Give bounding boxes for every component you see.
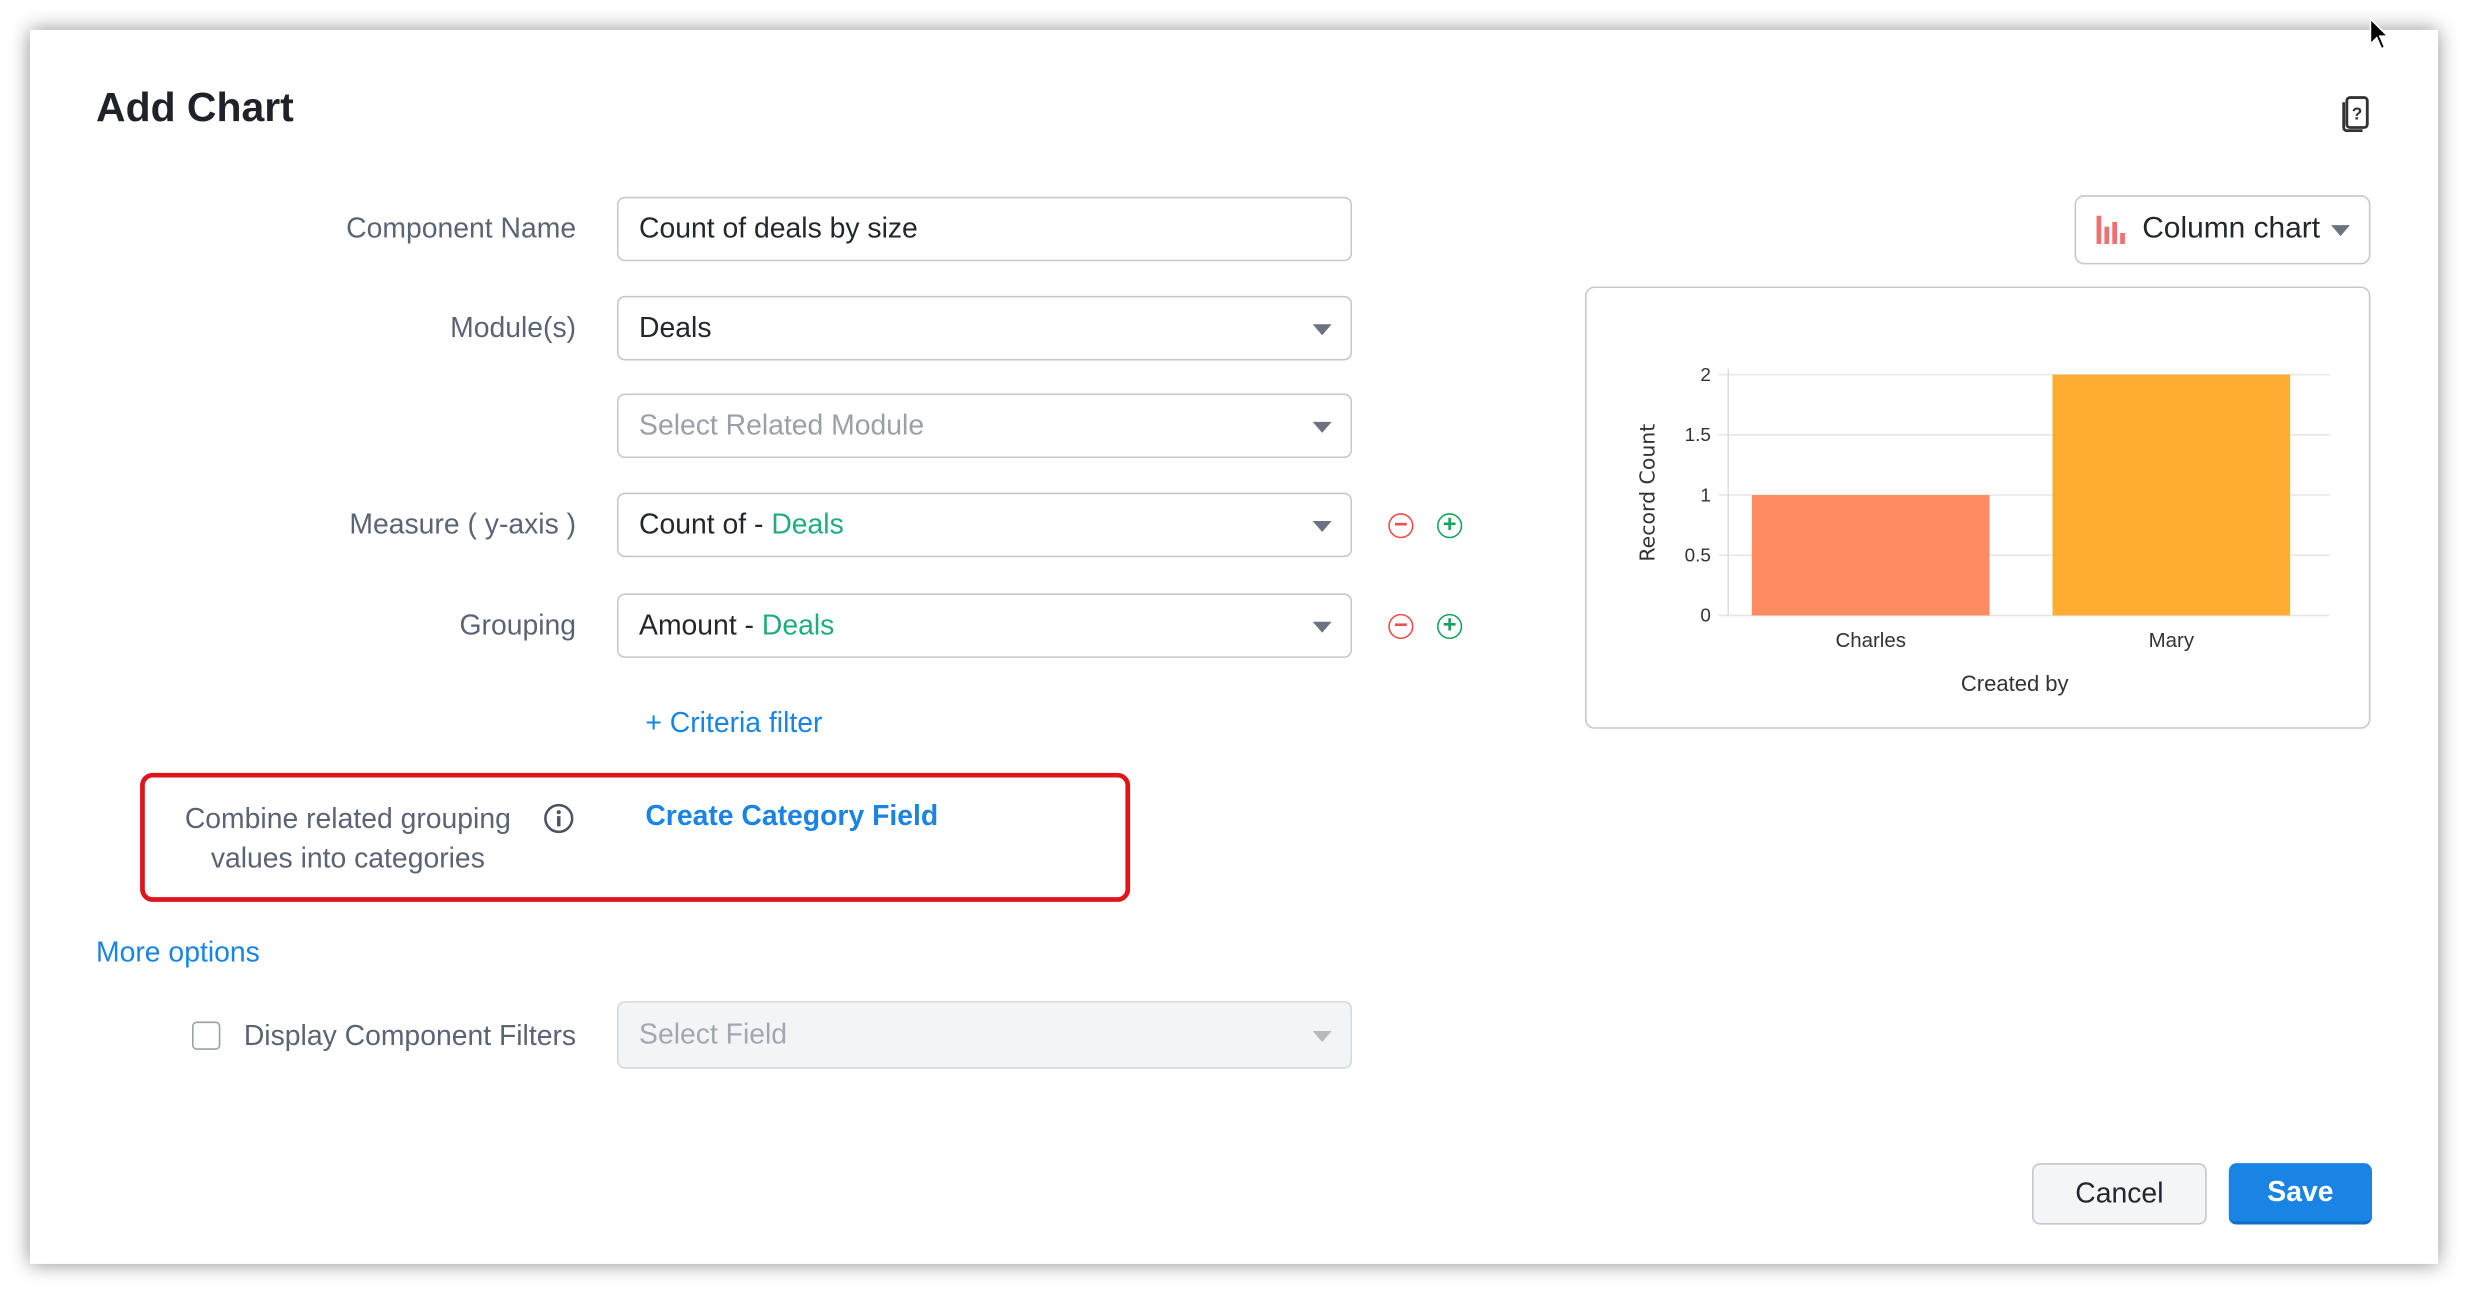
- related-module-placeholder: Select Related Module: [639, 409, 925, 441]
- remove-grouping-icon[interactable]: −: [1388, 613, 1414, 640]
- x-tick-label: Charles: [1835, 629, 1905, 652]
- add-measure-icon[interactable]: +: [1437, 513, 1463, 539]
- combine-label: Combine related grouping values into cat…: [157, 800, 538, 879]
- display-filters-checkbox[interactable]: [192, 1021, 221, 1050]
- add-grouping-icon[interactable]: +: [1437, 613, 1463, 640]
- criteria-filter-link[interactable]: + Criteria filter: [645, 706, 823, 739]
- info-icon[interactable]: [543, 803, 574, 834]
- chart-type-select[interactable]: Column chart: [2074, 195, 2371, 265]
- grouping-select[interactable]: Amount - Deals: [617, 593, 1353, 658]
- bar-charles: [1751, 495, 1990, 616]
- y-tick-label: 2: [1700, 365, 1711, 386]
- measure-select[interactable]: Count of - Deals: [617, 492, 1353, 558]
- modules-label: Module(s): [450, 311, 577, 344]
- combine-label-line2: values into categories: [210, 842, 485, 874]
- help-book-icon[interactable]: ?: [2341, 94, 2372, 133]
- column-chart-icon: [2096, 215, 2125, 244]
- highlight-box: [140, 772, 1131, 902]
- remove-measure-icon[interactable]: −: [1388, 513, 1414, 539]
- related-module-select[interactable]: Select Related Module: [617, 393, 1353, 459]
- chart-type-value: Column chart: [2142, 212, 2321, 246]
- chevron-down-icon: [1312, 1030, 1332, 1042]
- more-options-link[interactable]: More options: [96, 936, 260, 969]
- dialog-title: Add Chart: [96, 83, 294, 131]
- component-name-value: Count of deals by size: [639, 212, 918, 244]
- cancel-button[interactable]: Cancel: [2032, 1163, 2207, 1225]
- column-chart: 0 0.5 1 1.5 2 Charles Mary Created by Record Cou…: [1635, 365, 2330, 696]
- chevron-down-icon: [1312, 421, 1332, 433]
- x-axis-title: Created by: [1961, 671, 2069, 696]
- chevron-down-icon: [1312, 520, 1332, 533]
- display-filters-label: Display Component Filters: [243, 1019, 577, 1052]
- grouping-label: Grouping: [459, 609, 577, 641]
- create-category-field-link[interactable]: Create Category Field: [645, 799, 939, 832]
- grouping-module: Deals: [761, 609, 835, 641]
- chevron-down-icon: [1312, 324, 1332, 336]
- chevron-down-icon: [2331, 225, 2350, 237]
- measure-module: Deals: [771, 508, 844, 540]
- measure-prefix: Count of -: [639, 508, 772, 540]
- mouse-cursor-icon: [2369, 17, 2390, 50]
- select-field-placeholder: Select Field: [639, 1018, 788, 1050]
- modules-select[interactable]: Deals: [617, 295, 1353, 361]
- save-button[interactable]: Save: [2228, 1163, 2373, 1225]
- bar-mary: [2052, 374, 2291, 616]
- measure-label: Measure ( y-axis ): [349, 508, 577, 540]
- chevron-down-icon: [1312, 621, 1332, 633]
- y-axis-title: Record Count: [1635, 424, 1659, 562]
- y-tick-label: 0.5: [1685, 546, 1711, 567]
- select-field-dropdown[interactable]: Select Field: [617, 1001, 1353, 1069]
- y-tick-label: 0: [1700, 606, 1711, 627]
- grouping-prefix: Amount -: [639, 609, 762, 641]
- modules-value: Deals: [639, 311, 712, 344]
- component-name-label: Component Name: [346, 212, 577, 244]
- y-tick-label: 1.5: [1685, 425, 1711, 446]
- component-name-input[interactable]: Count of deals by size: [617, 196, 1353, 262]
- svg-text:?: ?: [2352, 104, 2363, 124]
- combine-label-line1: Combine related grouping: [184, 802, 511, 835]
- x-tick-label: Mary: [2149, 629, 2195, 652]
- y-tick-label: 1: [1700, 485, 1711, 506]
